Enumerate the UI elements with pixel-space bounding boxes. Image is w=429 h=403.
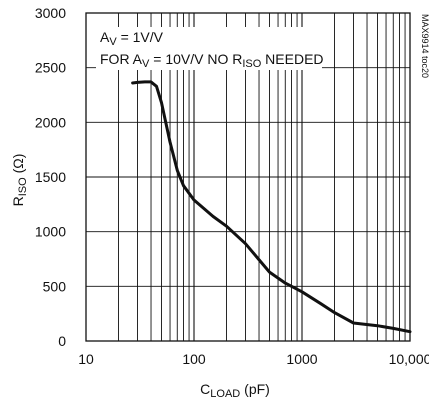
y-axis-title: RISO (Ω) — [10, 154, 29, 207]
y-tick-label: 1000 — [35, 224, 66, 240]
y-tick-label: 1500 — [35, 169, 66, 185]
y-tick-labels: 0 500 1000 1500 2000 2500 3000 — [35, 5, 66, 349]
y-tick-label: 3000 — [35, 5, 66, 21]
x-tick-label: 10,000 — [389, 351, 429, 367]
y-tick-label: 2000 — [35, 114, 66, 130]
annotation-background — [96, 27, 322, 70]
plot-frame — [85, 12, 411, 342]
annotation-gain: AV = 1V/V — [100, 29, 164, 48]
y-tick-label: 500 — [43, 278, 67, 294]
figure-id-label: MAX9914 toc20 — [420, 14, 429, 78]
x-tick-label: 100 — [182, 351, 206, 367]
y-tick-label: 0 — [58, 333, 66, 349]
series-line — [131, 80, 412, 334]
x-tick-labels: 10 100 1000 10,000 — [78, 351, 429, 367]
x-tick-label: 10 — [78, 351, 94, 367]
x-axis-title: CLOAD (pF) — [200, 381, 270, 400]
series-layer — [131, 80, 412, 334]
annotation-note: FOR AV = 10V/V NO RISO NEEDED — [100, 51, 324, 70]
x-tick-label: 1000 — [286, 351, 317, 367]
y-tick-label: 2500 — [35, 60, 66, 76]
